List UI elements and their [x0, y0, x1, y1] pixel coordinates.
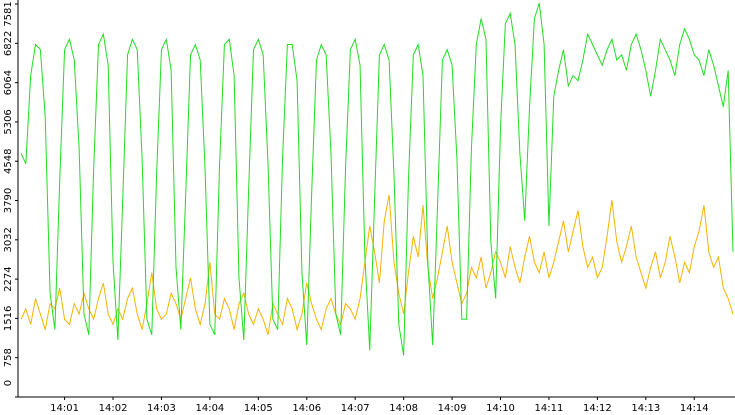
- series-line: [20, 194, 734, 335]
- y-tick-label: 4548: [3, 149, 14, 174]
- x-tick-label: 14:11: [535, 403, 564, 414]
- series-line: [20, 2, 734, 356]
- y-tick-label: 7581: [3, 1, 14, 26]
- x-tick-label: 14:08: [389, 403, 418, 414]
- x-tick-label: 14:09: [438, 403, 467, 414]
- x-tick-label: 14:12: [583, 403, 612, 414]
- y-tick-label: 3032: [3, 227, 14, 252]
- x-tick-label: 14:03: [147, 403, 176, 414]
- y-tick-label: 3790: [3, 188, 14, 213]
- x-tick-label: 14:07: [341, 403, 370, 414]
- y-tick-label: 6822: [3, 31, 14, 56]
- y-tick-label: 5306: [3, 109, 14, 134]
- x-tick-label: 14:01: [50, 403, 79, 414]
- x-tick-label: 14:05: [244, 403, 273, 414]
- y-tick-label: 2274: [3, 266, 14, 291]
- y-tick-label: 6064: [3, 70, 14, 95]
- y-tick-label: 758: [3, 348, 14, 367]
- x-tick-label: 14:13: [631, 403, 660, 414]
- x-tick-label: 14:10: [486, 403, 515, 414]
- x-tick-label: 14:14: [680, 403, 709, 414]
- x-tick-label: 14:06: [292, 403, 321, 414]
- y-tick-label: 1516: [3, 306, 14, 331]
- x-tick-label: 14:04: [195, 403, 224, 414]
- y-tick-label: 0: [3, 380, 14, 386]
- x-tick-label: 14:02: [99, 403, 128, 414]
